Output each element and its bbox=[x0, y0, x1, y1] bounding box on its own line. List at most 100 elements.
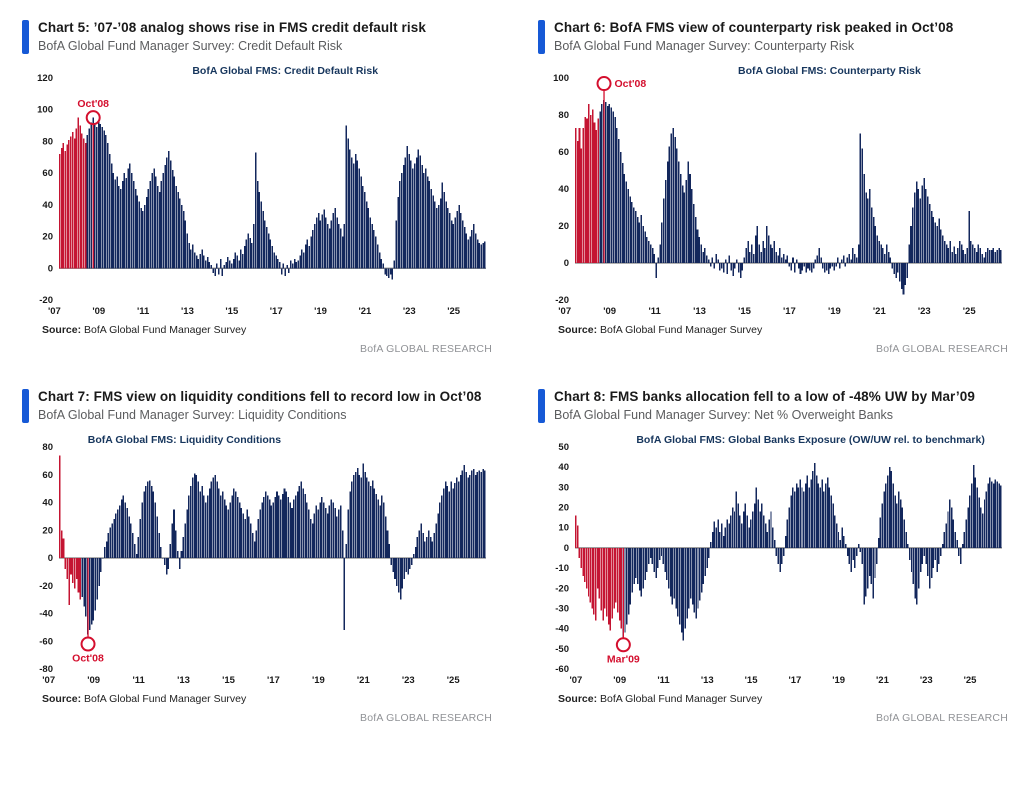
bar bbox=[469, 475, 471, 559]
bar bbox=[137, 537, 140, 559]
bar bbox=[356, 468, 359, 559]
bar bbox=[62, 538, 65, 559]
x-tick-label: '07 bbox=[558, 306, 571, 317]
x-tick-label: '09 bbox=[603, 306, 616, 317]
bar bbox=[692, 203, 695, 264]
bar bbox=[618, 548, 621, 621]
bar bbox=[792, 257, 794, 264]
bar bbox=[223, 499, 226, 559]
bar bbox=[659, 244, 661, 264]
bar bbox=[388, 544, 391, 559]
accent-bar bbox=[538, 20, 545, 55]
bar bbox=[177, 192, 179, 269]
bar bbox=[285, 491, 288, 559]
bar bbox=[854, 548, 856, 569]
bar bbox=[772, 527, 774, 549]
bar bbox=[117, 509, 119, 559]
y-tick-label: -80 bbox=[39, 664, 53, 675]
bar bbox=[694, 216, 697, 264]
bar bbox=[186, 509, 188, 559]
bar bbox=[649, 244, 652, 264]
bar bbox=[478, 243, 481, 269]
bar bbox=[262, 211, 264, 269]
bar bbox=[429, 537, 432, 559]
bar bbox=[399, 558, 402, 600]
bar bbox=[728, 523, 730, 549]
bar bbox=[721, 263, 723, 269]
bar bbox=[151, 173, 153, 269]
bar bbox=[338, 509, 340, 559]
bar bbox=[437, 513, 439, 559]
bar bbox=[669, 548, 672, 597]
bar bbox=[443, 192, 445, 269]
bar bbox=[332, 502, 334, 559]
bar bbox=[210, 481, 213, 559]
bar bbox=[270, 505, 273, 559]
bar bbox=[279, 499, 282, 559]
bar bbox=[881, 503, 884, 549]
bar bbox=[100, 558, 102, 573]
y-tick-label: -60 bbox=[39, 637, 53, 648]
bar bbox=[458, 204, 460, 269]
bar bbox=[375, 494, 378, 559]
bar bbox=[171, 170, 174, 269]
bar bbox=[878, 240, 880, 264]
bar bbox=[989, 477, 991, 549]
bar bbox=[96, 558, 98, 600]
y-axis-ticks: 80 60 40 20 0 -20 -40 -60 -80 bbox=[39, 442, 53, 675]
bar bbox=[369, 486, 372, 559]
bar bbox=[912, 207, 914, 264]
bar bbox=[291, 508, 293, 559]
bar bbox=[434, 201, 436, 269]
y-tick-label: 60 bbox=[42, 470, 53, 481]
bar bbox=[610, 107, 613, 264]
bar bbox=[156, 516, 158, 559]
bar bbox=[731, 507, 734, 549]
bar bbox=[150, 486, 153, 559]
bar bbox=[265, 491, 267, 559]
bar bbox=[809, 263, 811, 271]
bar bbox=[981, 253, 983, 264]
accent-bar bbox=[538, 389, 545, 424]
bar bbox=[206, 495, 209, 559]
bar bbox=[77, 558, 80, 593]
bar bbox=[613, 548, 615, 609]
bar bbox=[294, 495, 297, 559]
y-tick-label: 40 bbox=[558, 184, 569, 195]
bar bbox=[266, 495, 269, 559]
bar bbox=[702, 548, 705, 585]
bar bbox=[666, 161, 669, 264]
bar bbox=[373, 230, 375, 269]
bar bbox=[967, 507, 969, 549]
bar bbox=[293, 258, 296, 269]
bar bbox=[452, 488, 454, 559]
bar bbox=[360, 176, 362, 269]
bar bbox=[281, 494, 284, 559]
bar bbox=[994, 479, 997, 549]
bar bbox=[825, 263, 828, 271]
bar bbox=[699, 548, 701, 601]
bar bbox=[938, 548, 940, 565]
bar bbox=[267, 233, 270, 269]
bar bbox=[314, 224, 316, 269]
bar bbox=[131, 173, 133, 269]
bar bbox=[642, 548, 644, 589]
bar bbox=[201, 486, 203, 559]
bar bbox=[411, 558, 413, 566]
bar bbox=[646, 548, 648, 573]
bar bbox=[972, 244, 974, 264]
bar bbox=[730, 263, 732, 271]
bar bbox=[792, 487, 794, 549]
bar bbox=[302, 488, 304, 559]
bar bbox=[343, 558, 346, 631]
bar bbox=[964, 253, 967, 264]
bar bbox=[861, 548, 863, 565]
bar bbox=[633, 548, 635, 585]
bar bbox=[850, 548, 853, 573]
bar bbox=[474, 475, 477, 559]
x-tick-label: '21 bbox=[876, 675, 890, 686]
bofa-global-research-brand: BofA GLOBAL RESEARCH bbox=[360, 343, 492, 356]
bar bbox=[73, 138, 76, 269]
bar bbox=[261, 502, 263, 559]
bar bbox=[132, 181, 135, 269]
